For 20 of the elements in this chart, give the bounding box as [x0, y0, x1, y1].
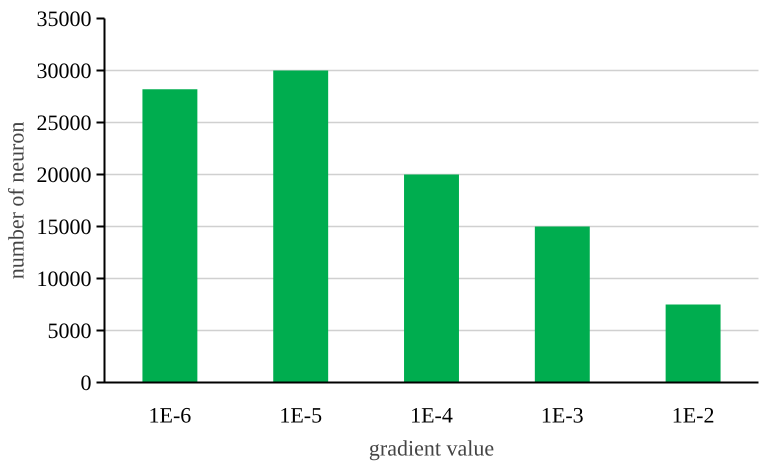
y-tick-label: 25000: [36, 110, 92, 135]
y-tick-label: 20000: [36, 162, 92, 187]
y-tick-label: 15000: [36, 214, 92, 239]
x-tick-label: 1E-3: [540, 402, 584, 428]
x-tick-label: 1E-2: [672, 402, 714, 428]
y-axis-title: number of neuron: [4, 122, 28, 280]
bar: [534, 226, 590, 382]
bar: [273, 70, 328, 382]
y-tick-label: 30000: [36, 58, 92, 83]
y-tick-label: 5000: [48, 318, 92, 343]
y-tick-label: 10000: [36, 266, 92, 291]
x-tick-label: 1E-5: [279, 402, 322, 428]
bar: [142, 89, 198, 382]
bar: [404, 174, 459, 382]
y-tick-label: 35000: [36, 6, 92, 31]
bar: [666, 304, 721, 382]
x-axis-title: gradient value: [368, 436, 494, 460]
x-tick-label: 1E-6: [148, 402, 192, 428]
x-tick-label: 1E-4: [410, 402, 453, 428]
y-tick-label: 0: [80, 370, 92, 395]
